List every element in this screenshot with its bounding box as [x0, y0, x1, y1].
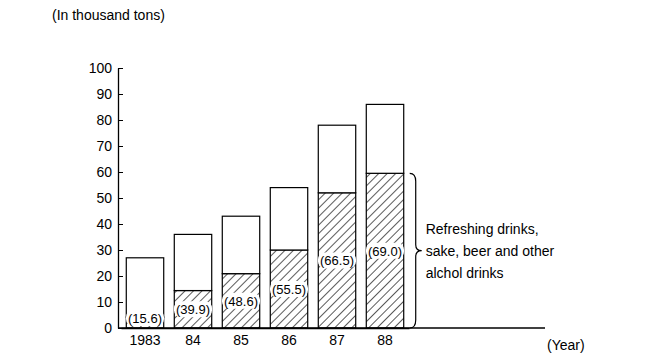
share-label-box: [174, 301, 212, 317]
y-tick: 50: [96, 190, 123, 206]
share-label-box: [318, 252, 356, 268]
x-tick: 84: [185, 328, 201, 348]
share-label: (15.6): [128, 311, 162, 326]
x-tick-label: 84: [185, 332, 201, 348]
y-tick-label: 0: [104, 320, 112, 336]
bar-segment-hatched: [318, 193, 355, 328]
y-tick-label: 20: [96, 268, 112, 284]
y-tick-mark: [118, 120, 123, 121]
bar-segment-hatched: [366, 173, 403, 328]
share-label-box: [366, 243, 404, 259]
share-label-box: [126, 310, 164, 326]
share-label: (48.6): [224, 294, 258, 309]
x-tick-label: 86: [281, 332, 297, 348]
share-label: (66.5): [320, 253, 354, 268]
share-label-box: [270, 281, 308, 297]
y-tick-mark: [118, 224, 123, 225]
bar-segment: [222, 216, 259, 273]
y-tick-label: 30: [96, 242, 112, 258]
x-tick-label: 85: [233, 332, 249, 348]
share-label-box: [222, 293, 260, 309]
y-tick-mark: [118, 302, 123, 303]
y-tick: 40: [96, 216, 123, 232]
y-tick: 90: [96, 86, 123, 102]
share-label: (69.0): [368, 244, 402, 259]
y-tick-mark: [118, 276, 123, 277]
y-tick: 10: [96, 294, 123, 310]
x-axis: 1983 84 85 86 87 88: [122, 328, 410, 348]
share-label: (55.5): [272, 282, 306, 297]
bar-segment: [174, 234, 211, 290]
baseline: [118, 327, 545, 328]
chart: 0 10 20 30 40 50 60 70 80 90 100 1983 84 85 86 87 88 (In …: [0, 0, 660, 364]
y-tick-label: 100: [89, 60, 113, 76]
y-tick-label: 60: [96, 164, 112, 180]
y-tick-label: 40: [96, 216, 112, 232]
y-tick-label: 10: [96, 294, 112, 310]
share-label: (39.9): [176, 302, 210, 317]
y-axis: 0 10 20 30 40 50 60 70 80 90 100: [89, 60, 123, 336]
x-tick-label: 1983: [129, 332, 160, 348]
y-tick-mark: [118, 94, 123, 95]
y-tick-mark: [118, 146, 123, 147]
y-tick-label: 50: [96, 190, 112, 206]
x-tick: 1983: [129, 328, 160, 348]
y-tick-mark: [118, 198, 123, 199]
bars: [126, 104, 403, 328]
bar-segment-hatched: [270, 250, 307, 328]
y-axis-title: (In thousand tons): [52, 7, 165, 23]
y-tick: 80: [96, 112, 123, 128]
x-tick-label: 87: [329, 332, 345, 348]
legend-entry: Refreshing drinks,sake, beer and otheral…: [426, 221, 555, 281]
y-tick-mark: [118, 68, 123, 69]
y-tick-label: 90: [96, 86, 112, 102]
bar-segment: [126, 258, 163, 317]
x-tick: 87: [329, 328, 345, 348]
y-tick: 60: [96, 164, 123, 180]
y-tick-label: 80: [96, 112, 112, 128]
x-tick: 86: [281, 328, 297, 348]
x-tick: 85: [233, 328, 249, 348]
share-labels: (15.6) (39.9) (48.6) (55.5) (66.5) (69.0): [126, 243, 404, 326]
y-tick-mark: [118, 250, 123, 251]
x-tick: 88: [377, 328, 393, 348]
y-tick: 20: [96, 268, 123, 284]
x-axis-title: (Year): [547, 337, 585, 353]
bar-segment-hatched: [174, 291, 211, 328]
y-tick: 100: [89, 60, 123, 76]
legend-brace: [410, 173, 422, 328]
bar-segment: [318, 125, 355, 193]
x-tick-label: 88: [377, 332, 393, 348]
y-tick-label: 70: [96, 138, 112, 154]
bar-segment: [270, 188, 307, 250]
bar-segment: [366, 104, 403, 173]
y-tick: 30: [96, 242, 123, 258]
y-tick-mark: [118, 172, 123, 173]
bar-segment-hatched: [222, 274, 259, 328]
y-tick: 70: [96, 138, 123, 154]
